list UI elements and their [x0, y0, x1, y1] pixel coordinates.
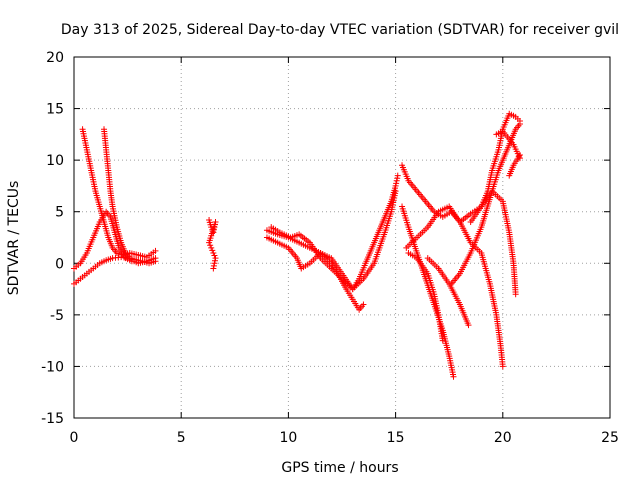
data-point [512, 291, 519, 298]
data-point [211, 252, 218, 259]
series-arc-13 [424, 255, 472, 329]
plot-frame [73, 56, 611, 419]
data-markers [71, 110, 523, 380]
series-arc-4 [71, 208, 135, 272]
y-tick-label: 20 [46, 50, 64, 66]
data-point [210, 265, 217, 272]
y-tick-label: -5 [50, 308, 64, 324]
series-arc-10 [399, 203, 457, 380]
data-point [211, 257, 218, 264]
data-point [392, 182, 399, 189]
grid-lines [74, 57, 610, 418]
y-axis-label: SDTVAR / TECUs [6, 181, 22, 296]
series-arc-12 [405, 249, 446, 344]
series-arc-3 [71, 254, 159, 287]
data-point [211, 260, 218, 267]
data-point [360, 301, 367, 308]
data-point [393, 180, 400, 187]
data-point [450, 373, 457, 380]
series-arc-5 [206, 216, 219, 272]
series-arc-11 [403, 203, 506, 370]
y-tick-label: -10 [41, 359, 64, 375]
data-point [152, 247, 159, 254]
x-axis-label: GPS time / hours [281, 460, 398, 476]
chart-title: Day 313 of 2025, Sidereal Day-to-day VTE… [61, 22, 619, 38]
x-tick-label: 10 [279, 430, 297, 446]
x-tick-label: 25 [601, 430, 619, 446]
data-point [394, 175, 401, 182]
data-point [439, 337, 446, 344]
y-tick-label: 0 [55, 256, 64, 272]
data-point [465, 322, 472, 329]
data-point [394, 172, 401, 179]
data-point [210, 262, 217, 269]
y-tick-label: 5 [55, 205, 64, 221]
axis-ticks: 0 5 10 15 20 25 -15 -10 -5 0 5 10 15 20 [41, 50, 619, 446]
y-tick-label: 10 [46, 153, 64, 169]
data-point [207, 242, 214, 249]
data-point [499, 363, 506, 370]
data-point [208, 244, 215, 251]
data-point [206, 239, 213, 246]
x-tick-label: 0 [70, 430, 79, 446]
x-tick-label: 20 [494, 430, 512, 446]
y-tick-label: 15 [46, 102, 64, 118]
x-tick-label: 15 [387, 430, 405, 446]
data-point [210, 249, 217, 256]
data-point [128, 258, 135, 265]
series-arc-6 [263, 227, 367, 313]
data-point [209, 247, 216, 254]
data-point [152, 258, 159, 265]
x-tick-label: 5 [177, 430, 186, 446]
plot-border [73, 56, 611, 419]
y-tick-label: -15 [41, 411, 64, 427]
series-arc-15 [467, 188, 519, 298]
series-arc-17 [506, 151, 523, 179]
series-arc-8 [268, 188, 399, 293]
data-point [392, 188, 399, 195]
data-point [516, 151, 523, 158]
data-point [393, 177, 400, 184]
data-point [516, 121, 523, 128]
data-point [212, 255, 219, 262]
series-arc-14 [448, 121, 523, 287]
